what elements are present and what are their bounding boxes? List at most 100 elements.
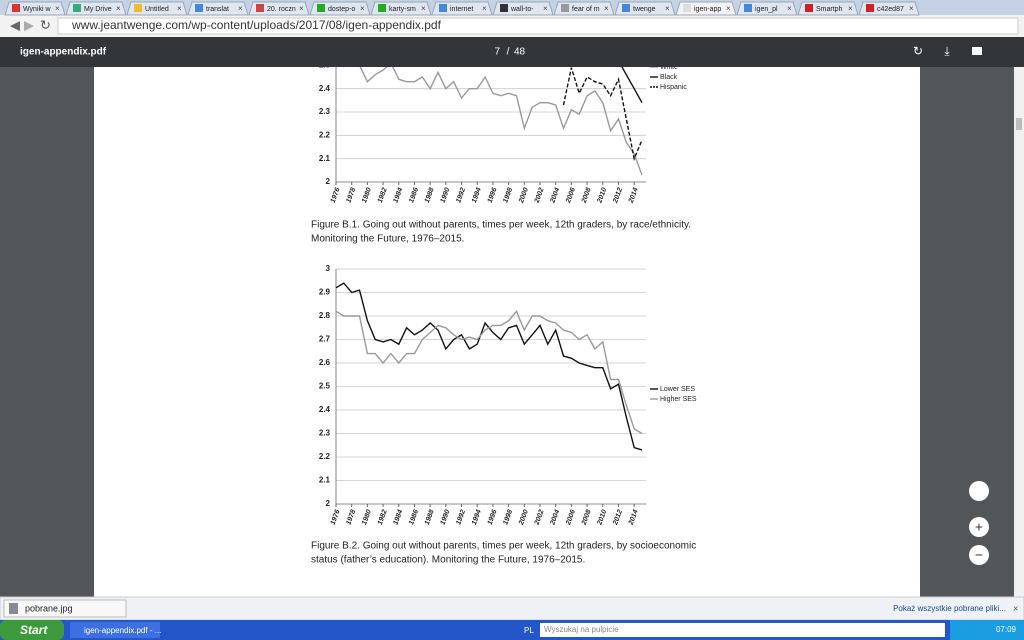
task-button[interactable] [70,622,160,638]
tab-icon [500,4,508,12]
x-tick-label: 1986 [408,509,420,526]
tab-title: translat [206,6,229,13]
download-button[interactable]: ⤓ [944,44,950,58]
tab-title: Wyniki w [23,6,51,13]
y-tick-label: 2.8 [319,311,331,320]
tab-icon [561,4,569,12]
tab-close[interactable]: × [848,4,853,13]
show-all-downloads[interactable]: Pokaż wszystkie pobrane pliki... [893,604,1006,613]
x-tick-label: 1996 [487,187,499,204]
y-tick-label: 2 [326,499,331,508]
tray [950,620,1024,640]
tab-close[interactable]: × [360,4,365,13]
tab-close[interactable]: × [55,4,60,13]
pdf-title: igen-appendix.pdf [20,47,107,58]
tab-close[interactable]: × [177,4,182,13]
tab-icon [683,4,691,12]
close-shelf[interactable]: × [1013,603,1018,613]
tab-close[interactable]: × [665,4,670,13]
tab-close[interactable]: × [787,4,792,13]
tab-title: c42ed87 [877,6,904,13]
tab-title: twenge [633,6,656,13]
page-separator: / [507,47,510,58]
tab-close[interactable]: × [421,4,426,13]
print-button[interactable] [972,47,982,55]
tab-icon [12,4,20,12]
x-tick-label: 1982 [377,509,389,526]
tab-icon [256,4,264,12]
y-tick-label: 2.7 [319,335,331,344]
tab-icon [378,4,386,12]
task-label: igen-appendix.pdf - ... [84,626,161,635]
tab-title: 20. roczn [267,6,296,13]
scroll-thumb[interactable] [1016,118,1022,130]
tab-close[interactable]: × [482,4,487,13]
tab-close[interactable]: × [604,4,609,13]
search-placeholder: Wyszukaj na pulpicie [544,625,619,634]
tab-close[interactable]: × [116,4,121,13]
rotate-button[interactable]: ↻ [913,44,923,58]
reload-button[interactable]: ↻ [40,17,51,32]
x-tick-label: 1998 [502,509,514,526]
tab-title: internet [450,6,473,13]
x-tick-label: 1990 [440,509,452,526]
y-tick-label: 2.3 [319,107,331,116]
tab-close[interactable]: × [909,4,914,13]
figure-caption: Figure B.1. Going out without parents, t… [311,220,691,231]
scrollbar[interactable] [1014,67,1024,597]
tab-close[interactable]: × [543,4,548,13]
url-field[interactable] [57,17,1019,35]
page-number[interactable]: 7 [494,47,500,58]
download-item[interactable] [3,599,127,618]
legend-label: Higher SES [660,396,697,403]
tab-icon [195,4,203,12]
series-line [335,309,643,435]
tab-icon [73,4,81,12]
y-tick-label: 2.5 [319,60,331,69]
file-icon [9,603,18,614]
y-tick-label: 2.1 [319,476,331,485]
language[interactable]: PL [524,626,534,635]
tab-close[interactable]: × [726,4,731,13]
tab-close[interactable]: × [299,4,304,13]
x-tick-label: 1994 [471,187,483,204]
x-tick-label: 1988 [424,187,436,204]
x-tick-label: 1980 [361,509,373,526]
tab-title: Untitled [145,6,169,13]
zoom-in-icon: + [975,519,983,535]
x-tick-label: 1988 [424,509,436,526]
x-tick-label: 1998 [502,187,514,204]
x-tick-label: 1994 [471,509,483,526]
figure-caption: Figure B.2. Going out without parents, t… [311,541,696,552]
download-file: pobrane.jpg [25,603,73,613]
x-tick-label: 1976 [330,187,342,204]
y-tick-label: 2.5 [319,382,331,391]
tab-icon [439,4,447,12]
legend-label: White [660,64,678,71]
search-field[interactable] [540,623,945,637]
page-total: 48 [514,47,526,58]
legend-label: Hispanic [660,84,687,91]
zoom-out-icon: − [975,547,983,563]
pdf-toolbar [0,37,1024,67]
start-button[interactable] [0,620,64,640]
x-tick-label: 1978 [345,509,357,526]
y-tick-label: 2 [326,177,331,186]
series-line [562,67,643,162]
tab-icon [744,4,752,12]
y-tick-label: 3 [326,264,331,273]
fit-button[interactable] [969,481,989,501]
x-tick-label: 1992 [455,509,467,526]
tab-title: igen-app [694,6,721,13]
tab-close[interactable]: × [238,4,243,13]
zoom-out-button[interactable] [969,545,989,565]
legend-label: Lower SES [660,386,695,393]
y-tick-label: 2.9 [319,288,331,297]
zoom-in-button[interactable] [969,517,989,537]
tab-icon [622,4,630,12]
tab-icon [866,4,874,12]
back-button[interactable]: ◀ [10,17,20,32]
y-tick-label: 2.2 [319,130,331,139]
clock: 07:09 [996,625,1017,634]
forward-button[interactable]: ▶ [24,17,34,32]
